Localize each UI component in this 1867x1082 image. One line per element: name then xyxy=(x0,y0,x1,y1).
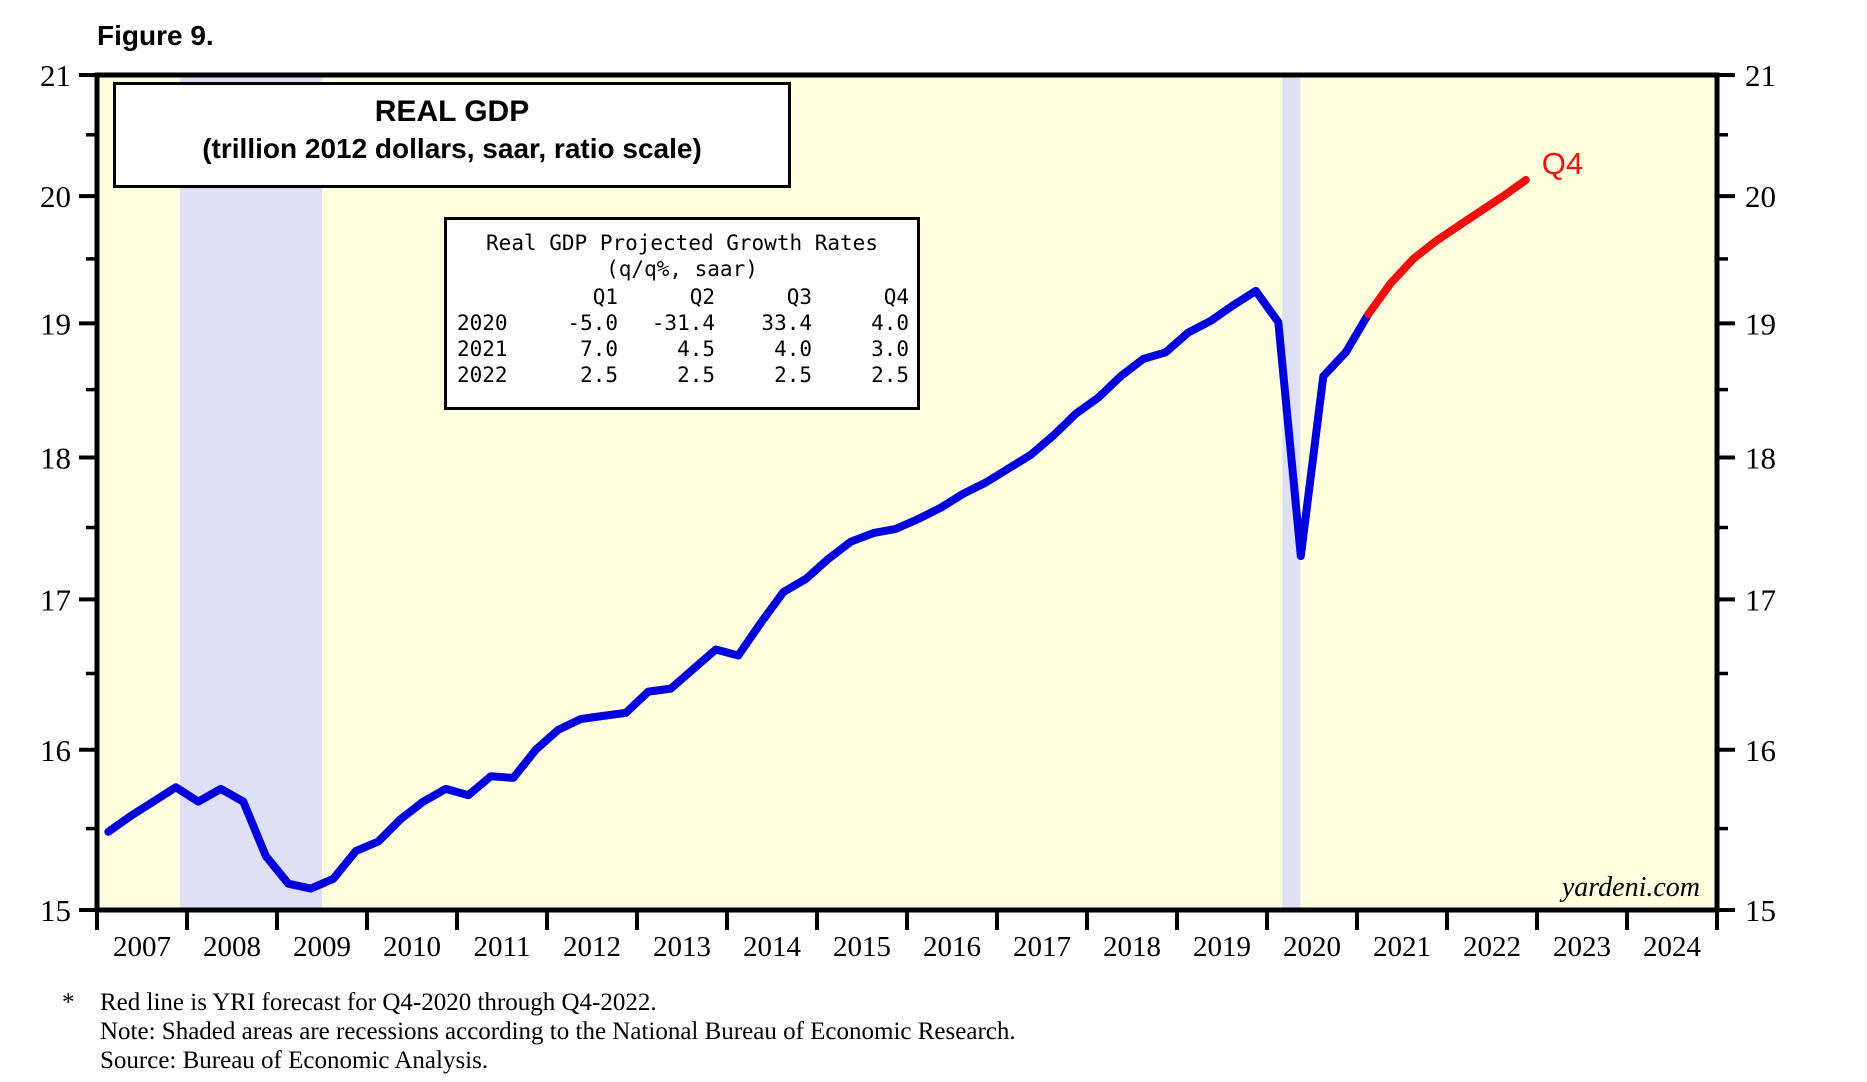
chart-title: REAL GDP xyxy=(374,95,530,128)
growth-table-row: 2022 2.5 2.5 2.5 2.5 xyxy=(457,363,909,387)
y-axis-label-right: 18 xyxy=(1745,441,1776,476)
growth-table-col: Q3 xyxy=(786,285,812,309)
recession-band xyxy=(179,75,322,910)
chart-subtitle: (trillion 2012 dollars, saar, ratio scal… xyxy=(202,133,702,164)
x-axis-label: 2017 xyxy=(1013,931,1071,963)
y-axis-label-right: 17 xyxy=(1745,582,1776,617)
x-axis-label: 2008 xyxy=(203,931,261,963)
x-axis-label: 2012 xyxy=(563,931,621,963)
y-axis-label-right: 20 xyxy=(1745,179,1776,214)
x-axis-label: 2016 xyxy=(923,931,981,963)
growth-table-col: Q4 xyxy=(883,285,909,309)
footnote-line-2: Note: Shaded areas are recessions accord… xyxy=(100,1018,1016,1045)
footnote-asterisk: * xyxy=(62,989,75,1016)
growth-table-row: 2020 -5.0 -31.4 33.4 4.0 xyxy=(457,311,909,335)
y-axis-label-left: 18 xyxy=(40,441,71,476)
x-axis-label: 2021 xyxy=(1373,931,1431,963)
footnotes: * Red line is YRI forecast for Q4-2020 t… xyxy=(62,988,1016,1075)
forecast-end-label: Q4 xyxy=(1541,146,1584,181)
chart-title-box: REAL GDP (trillion 2012 dollars, saar, r… xyxy=(113,82,791,188)
y-axis-label-left: 20 xyxy=(40,179,71,214)
y-axis-label-left: 17 xyxy=(40,582,71,617)
y-axis-label-right: 15 xyxy=(1745,893,1776,928)
x-axis-label: 2007 xyxy=(113,931,171,963)
y-axis-label-left: 16 xyxy=(40,733,71,768)
plot-background xyxy=(97,75,1717,910)
x-axis-label: 2011 xyxy=(474,931,531,963)
x-axis-label: 2018 xyxy=(1103,931,1161,963)
growth-table-box: Real GDP Projected Growth Rates (q/q%, s… xyxy=(444,217,920,410)
x-axis-label: 2014 xyxy=(743,931,802,963)
growth-table: Q1 Q2 Q3 Q4 2020 -5.0 -31.4 33.4 4.0 2021 7.0 4.5 4… xyxy=(457,284,909,388)
figure-label: Figure 9. xyxy=(97,20,214,51)
watermark: yardeni.com xyxy=(1561,872,1700,903)
x-axis-label: 2022 xyxy=(1463,931,1521,963)
y-axis-label-left: 15 xyxy=(40,893,71,928)
plot-frame xyxy=(94,72,1720,913)
x-axis-label: 2020 xyxy=(1283,931,1341,963)
forecast-line xyxy=(1364,176,1530,319)
growth-table-row: 2021 7.0 4.5 4.0 3.0 xyxy=(457,337,909,361)
x-axis-label: 2010 xyxy=(383,931,441,963)
growth-table-col xyxy=(457,284,521,310)
x-axis-label: 2013 xyxy=(653,931,711,963)
x-axis-label: 2009 xyxy=(293,931,351,963)
y-axis-label-right: 21 xyxy=(1745,58,1776,93)
x-axis-label: 2023 xyxy=(1553,931,1611,963)
x-axis-label: 2015 xyxy=(833,931,891,963)
footnote-line-3: Source: Bureau of Economic Analysis. xyxy=(100,1047,489,1074)
growth-table-subtitle: (q/q%, saar) xyxy=(606,257,758,281)
actual-line xyxy=(104,286,1373,893)
growth-table-col: Q2 xyxy=(689,285,715,309)
y-axis-label-left: 21 xyxy=(40,58,71,93)
y-axis-label-right: 16 xyxy=(1745,733,1776,768)
x-axis-label: 2019 xyxy=(1193,931,1251,963)
footnote-line-1: Red line is YRI forecast for Q4-2020 thr… xyxy=(100,989,657,1016)
y-axis-label-right: 19 xyxy=(1745,306,1776,341)
y-axis-label-left: 19 xyxy=(40,306,71,341)
growth-table-col: Q1 xyxy=(592,285,618,309)
growth-table-header: Q1 Q2 Q3 Q4 xyxy=(457,284,909,310)
x-axis-label: 2024 xyxy=(1643,931,1702,963)
growth-table-title: Real GDP Projected Growth Rates xyxy=(486,231,878,255)
